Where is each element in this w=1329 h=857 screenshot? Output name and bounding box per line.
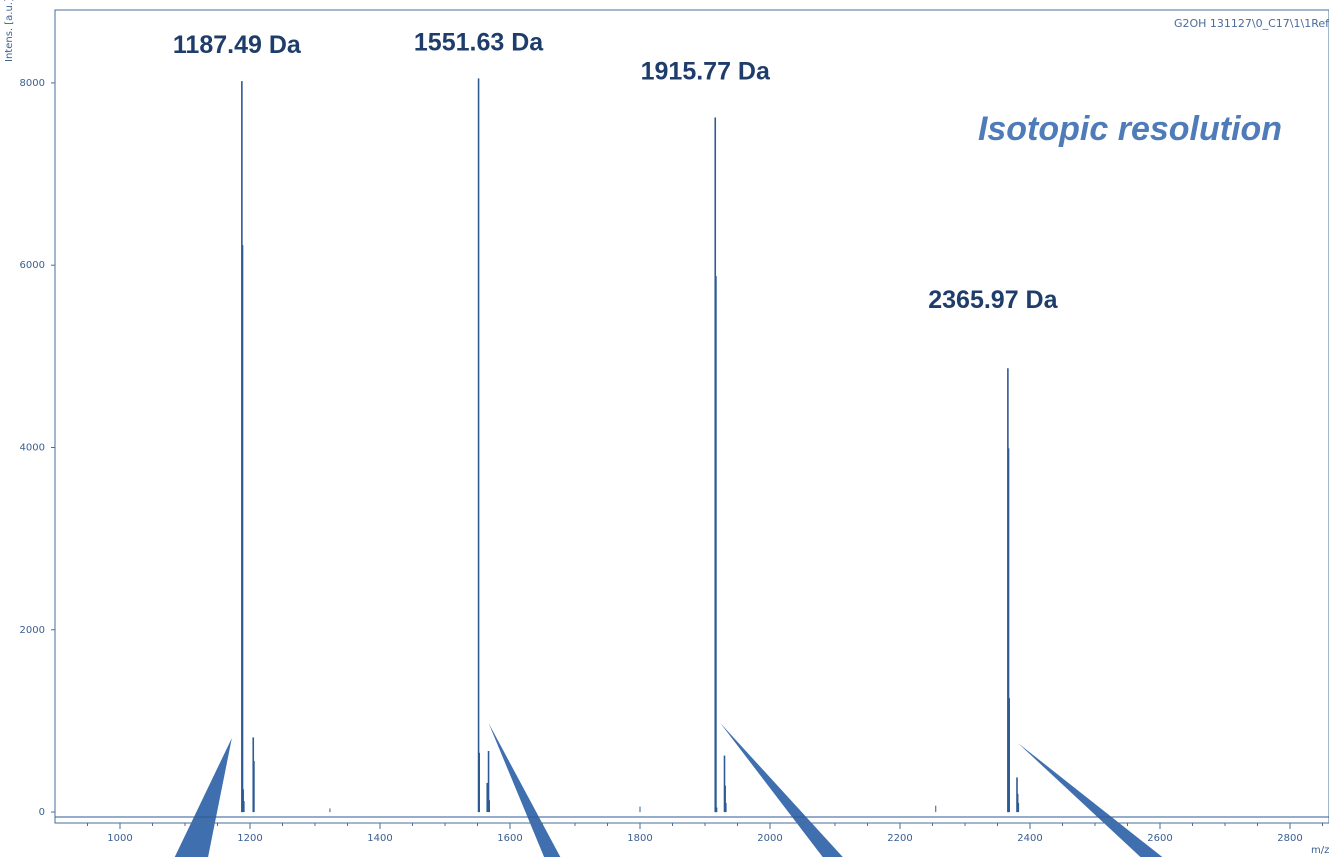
y-tick-label: 0	[39, 807, 45, 818]
y-tick-label: 2000	[20, 625, 45, 636]
peak-labels: 1187.49 Da 1551.63 Da 1915.77 Da 2365.97 Da	[173, 28, 1059, 314]
x-tick-label: 1000	[107, 833, 132, 844]
source-label: G2OH 131127\0_C17\1\1Ref	[1174, 17, 1329, 30]
x-tick-label: 2000	[757, 833, 782, 844]
y-axis-ticks: 0 2000 4000 6000 8000	[20, 78, 55, 818]
callout-wedge	[720, 723, 843, 857]
x-tick-label: 2600	[1147, 833, 1172, 844]
x-tick-label: 1800	[627, 833, 652, 844]
plot-frame	[54, 9, 1329, 824]
x-axis-title: m/z	[1311, 845, 1329, 856]
peak-mass-label: 1551.63 Da	[414, 28, 544, 56]
x-tick-label: 2400	[1017, 833, 1042, 844]
y-tick-label: 6000	[20, 260, 45, 271]
isotopic-resolution-annotation: Isotopic resolution	[978, 110, 1282, 148]
callout-wedge	[174, 738, 232, 857]
callout-wedges	[174, 723, 1163, 857]
y-tick-label: 8000	[20, 78, 45, 89]
callout-wedge	[488, 723, 561, 857]
spectrum-sticks	[241, 78, 1020, 813]
peak-mass-label: 1187.49 Da	[173, 31, 302, 59]
y-axis-title: Intens. [a.u.]	[4, 0, 15, 62]
x-tick-label: 1400	[367, 833, 392, 844]
peak-mass-label: 1915.77 Da	[641, 58, 771, 86]
x-tick-label: 2800	[1277, 833, 1302, 844]
y-tick-label: 4000	[20, 442, 45, 453]
x-tick-label: 1600	[497, 833, 522, 844]
callout-wedge	[1017, 743, 1163, 857]
x-tick-label: 2200	[887, 833, 912, 844]
x-tick-label: 1200	[237, 833, 262, 844]
x-axis-ticks: 1000 1200 1400 1600 1800 2000 2200 2400 2600 2800	[87, 823, 1323, 844]
peak-mass-label: 2365.97 Da	[928, 286, 1058, 314]
